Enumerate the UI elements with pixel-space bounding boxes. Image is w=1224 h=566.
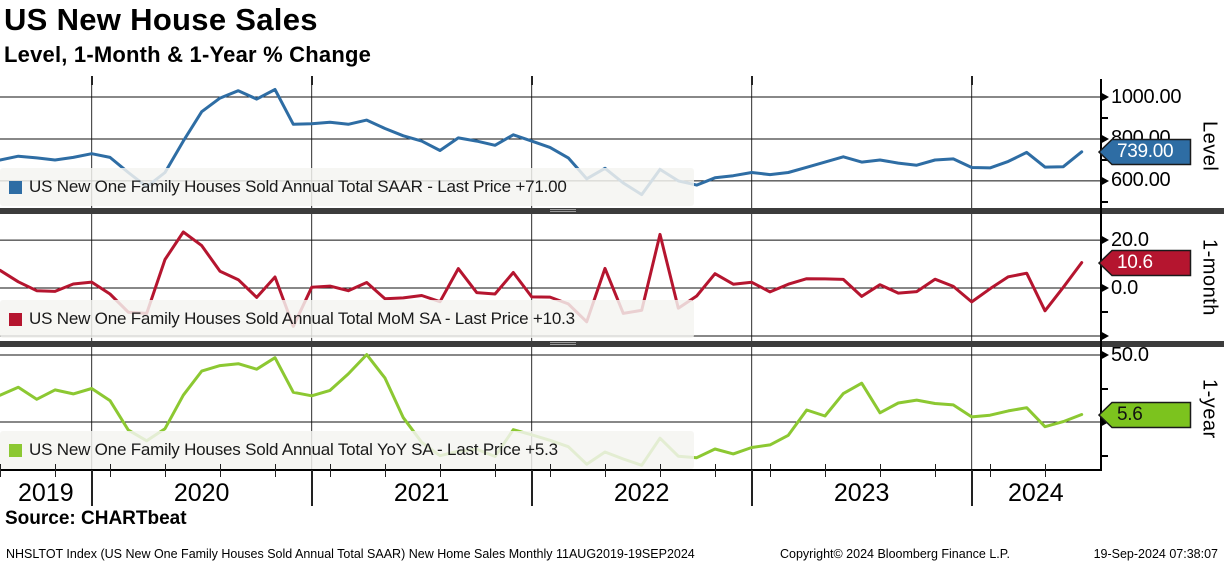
top-year-tick (750, 76, 753, 85)
panel-separator-2 (0, 341, 1224, 347)
x-tick-minor (165, 464, 166, 477)
legend-swatch-1-month (9, 312, 22, 326)
badge-shape (1098, 138, 1192, 166)
x-tick-minor (385, 464, 386, 477)
x-tick-year (750, 470, 753, 506)
x-tick-year (90, 470, 93, 506)
badge-value: 739.00 (1117, 141, 1174, 162)
bottom-axis-line (0, 469, 1102, 471)
x-tick-minor (440, 464, 441, 477)
badge-shape (1098, 401, 1192, 429)
y-tick-minor (1101, 311, 1108, 313)
legend-swatch-1-year (9, 443, 22, 457)
y-tick-label: 20.0 (1111, 228, 1149, 251)
footer-timestamp: 19-Sep-2024 07:38:07 (1093, 547, 1218, 561)
x-tick-minor (110, 464, 111, 477)
x-axis-year-label: 2019 (18, 479, 74, 507)
legend-swatch-level (9, 180, 22, 194)
y-tick-1-month (1100, 325, 1111, 347)
x-tick-minor (1045, 464, 1046, 477)
y-tick-level: 600.00 (1100, 169, 1171, 192)
x-tick-year (310, 470, 313, 506)
panel-axis-title-1-month: 1-month (1198, 239, 1221, 316)
legend-label-1-month: US New One Family Houses Sold Annual Tot… (29, 309, 575, 328)
last-value-badge-1-year[interactable]: 5.6 (1098, 401, 1192, 429)
x-axis-year-label: 2023 (833, 479, 890, 507)
y-tick-label: 600.00 (1111, 169, 1171, 192)
x-axis-year-label: 2020 (173, 479, 230, 507)
top-year-tick (90, 76, 93, 85)
y-tick-label: 1000.00 (1111, 85, 1182, 108)
separator-drag-handle[interactable] (550, 209, 576, 213)
footer-copyright: Copyright© 2024 Bloomberg Finance L.P. (780, 547, 1010, 561)
x-tick-minor (220, 464, 221, 477)
tick-arrow-icon (1100, 175, 1109, 186)
legend-label-1-year: US New One Family Houses Sold Annual Tot… (29, 440, 558, 459)
x-tick-minor (935, 464, 936, 477)
y-tick-1-year: 50.0 (1100, 344, 1149, 366)
panel-axis-title-1-year: 1-year (1198, 378, 1221, 439)
footer-ticker-info: NHSLTOT Index (US New One Family Houses … (6, 547, 695, 561)
y-tick-minor (1101, 116, 1108, 119)
x-tick-minor (275, 464, 276, 477)
tick-arrow-icon (1100, 133, 1109, 144)
x-tick-minor (55, 464, 56, 477)
y-tick-1-month: 20.0 (1100, 229, 1149, 251)
x-tick-minor (0, 464, 1, 477)
y-tick-label: 50.0 (1111, 343, 1149, 366)
top-year-tick (530, 76, 533, 85)
badge-shape (1098, 249, 1192, 277)
1-month-plot[interactable] (0, 214, 1100, 341)
y-tick-minor (1101, 158, 1108, 161)
y-tick-minor (1101, 200, 1108, 203)
tick-arrow-icon (1100, 330, 1109, 341)
x-tick-minor (550, 464, 551, 477)
x-tick-minor (880, 464, 881, 477)
last-value-badge-level[interactable]: 739.00 (1098, 138, 1192, 166)
tick-arrow-icon (1100, 235, 1109, 246)
x-tick-year (970, 470, 973, 506)
tick-arrow-icon (1100, 350, 1109, 361)
x-tick-minor (990, 464, 991, 477)
1-month-series-line (0, 230, 1084, 328)
x-tick-minor (770, 464, 771, 477)
badge-value: 10.6 (1117, 252, 1153, 273)
tick-arrow-icon (1100, 92, 1109, 102)
x-tick-minor (715, 464, 716, 477)
top-year-tick (310, 76, 313, 85)
last-value-badge-1-month[interactable]: 10.6 (1098, 249, 1192, 277)
x-tick-minor (330, 464, 331, 477)
y-tick-1-month: 0.0 (1100, 277, 1138, 299)
x-tick-minor (660, 464, 661, 477)
x-tick-year (530, 470, 533, 506)
badge-value: 5.6 (1117, 404, 1143, 425)
legend-label-level: US New One Family Houses Sold Annual Tot… (29, 177, 567, 196)
x-axis-year-label: 2021 (393, 479, 450, 507)
top-year-tick (970, 76, 973, 85)
separator-drag-handle[interactable] (550, 342, 576, 346)
level-series-line (0, 88, 1084, 197)
x-axis-year-label: 2024 (1008, 479, 1064, 507)
x-tick-minor (825, 464, 826, 477)
tick-arrow-icon (1100, 283, 1109, 294)
page-subtitle: Level, 1-Month & 1-Year % Change (4, 42, 372, 67)
panel-axis-title-level: Level (1198, 120, 1221, 172)
y-tick-label: 0.0 (1111, 276, 1138, 299)
x-tick-minor (605, 464, 606, 477)
panel-separator-1 (0, 208, 1224, 214)
legend-level[interactable]: US New One Family Houses Sold Annual Tot… (0, 168, 694, 206)
legend-1-year[interactable]: US New One Family Houses Sold Annual Tot… (0, 431, 694, 469)
y-tick-level: 1000.00 (1100, 85, 1182, 108)
page-title: US New House Sales (4, 2, 318, 37)
right-axis-line (1100, 79, 1102, 471)
y-tick-minor (1101, 454, 1108, 457)
legend-1-month[interactable]: US New One Family Houses Sold Annual Tot… (0, 300, 694, 338)
tick-arrow-icon (1100, 417, 1109, 428)
x-tick-minor (495, 464, 496, 477)
x-axis-year-label: 2022 (613, 479, 670, 507)
y-tick-minor (1101, 387, 1108, 390)
source-line: Source: CHARTbeat (5, 508, 187, 529)
